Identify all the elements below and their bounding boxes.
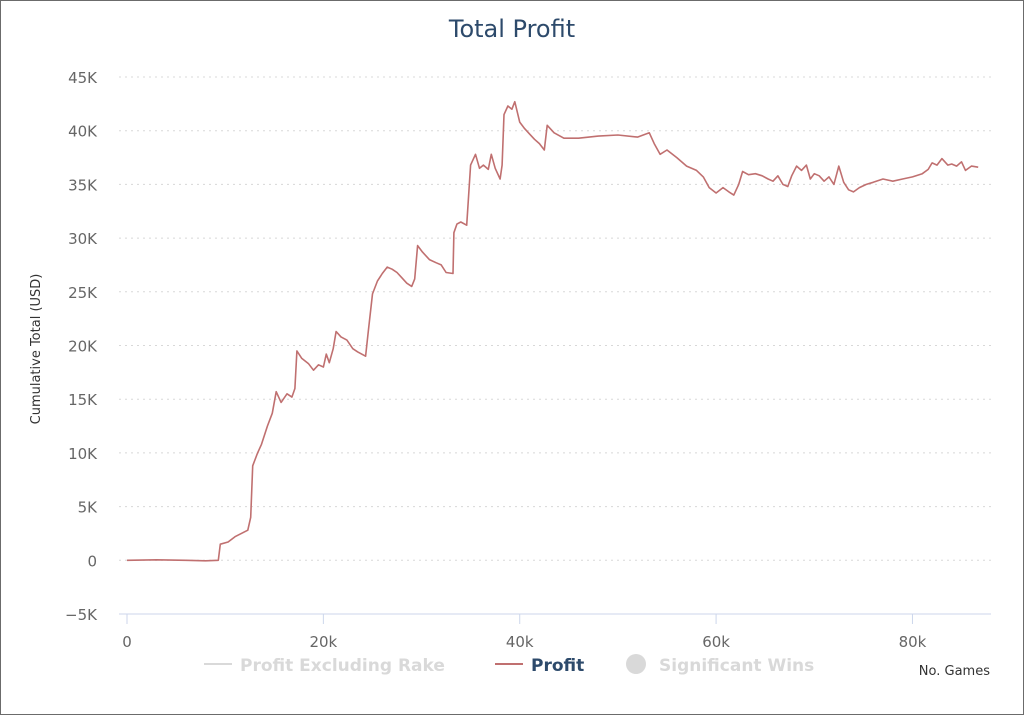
chart-legend: Profit Excluding Rake Profit Significant W… (204, 654, 814, 676)
y-tick-label: 5K (78, 499, 99, 517)
legend-label: Profit Excluding Rake (240, 656, 445, 676)
y-tick-label: 20K (68, 338, 98, 356)
axis-layer: −5K 0 5K 10K 15K 20K 25K 30K 35K 40K 45K 0 20k 40k 60k… (65, 69, 927, 651)
y-tick-label: 30K (68, 230, 98, 248)
legend-item-significant-wins[interactable]: Significant Wins (626, 654, 814, 676)
y-tick-label: 10K (68, 445, 98, 463)
y-tick-label: 45K (68, 69, 98, 87)
legend-label: Significant Wins (659, 656, 814, 676)
legend-item-profit-excluding-rake[interactable]: Profit Excluding Rake (204, 656, 445, 676)
x-tick-label: 20k (309, 633, 337, 651)
x-tick-label: 40k (506, 633, 534, 651)
grid-layer (119, 76, 991, 615)
x-tick-label: 60k (702, 633, 730, 651)
chart-title: Total Profit (448, 15, 575, 43)
series-line-profit (126, 100, 979, 562)
legend-label: Profit (531, 656, 584, 676)
legend-symbol-circle (626, 654, 646, 674)
y-tick-label: −5K (65, 606, 98, 624)
x-tick-label: 80k (899, 633, 927, 651)
series-layer (126, 100, 979, 562)
legend-item-profit[interactable]: Profit (495, 656, 584, 676)
y-tick-label: 35K (68, 176, 98, 194)
y-tick-label: 40K (68, 123, 98, 141)
y-axis-title: Cumulative Total (USD) (29, 274, 44, 425)
x-axis-title: No. Games (919, 664, 990, 679)
y-tick-label: 0 (87, 552, 97, 570)
y-tick-label: 15K (68, 391, 98, 409)
y-tick-label: 25K (68, 284, 98, 302)
x-tick-label: 0 (122, 633, 132, 651)
